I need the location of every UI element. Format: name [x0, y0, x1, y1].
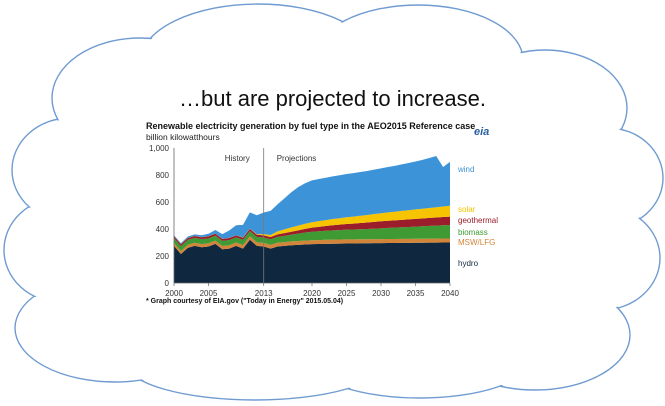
y-tick-label: 200 [156, 252, 170, 261]
legend-label-msw_lfg: MSW/LFG [458, 238, 495, 247]
slide-headline: …but are projected to increase. [179, 86, 486, 111]
annotation-projections: Projections [277, 154, 317, 163]
area-solar [174, 205, 450, 245]
y-tick-label: 400 [156, 225, 170, 234]
area-wind [174, 155, 450, 245]
legend-label-wind: wind [457, 165, 474, 174]
x-tick-label: 2035 [407, 289, 425, 298]
x-tick-label: 2025 [338, 289, 356, 298]
legend-label-geothermal: geothermal [458, 216, 498, 225]
area-geothermal [174, 216, 450, 247]
area-msw_lfg [174, 236, 450, 254]
y-tick-label: 0 [165, 279, 170, 288]
legend-label-hydro: hydro [458, 259, 479, 268]
y-tick-label: 800 [156, 171, 170, 180]
area-biomass [174, 224, 450, 252]
x-tick-label: 2020 [303, 289, 321, 298]
y-tick-label: 1,000 [149, 144, 170, 153]
area-hydro [174, 239, 450, 283]
x-tick-label: 2030 [372, 289, 390, 298]
eia-logo: eia [474, 126, 490, 138]
x-tick-label: 2005 [200, 289, 218, 298]
x-tick-label: 2040 [441, 289, 459, 298]
x-tick-label: 2013 [255, 289, 273, 298]
y-tick-label: 600 [156, 198, 170, 207]
x-tick-label: 2000 [165, 289, 183, 298]
graph-footnote: * Graph courtesy of EIA.gov ("Today in E… [146, 298, 344, 305]
annotation-history: History [225, 154, 250, 163]
legend-label-solar: solar [458, 205, 476, 214]
chart-title: Renewable electricity generation by fuel… [146, 121, 476, 131]
chart-units-label: billion kilowatthours [146, 132, 220, 142]
legend-label-biomass: biomass [458, 228, 488, 237]
